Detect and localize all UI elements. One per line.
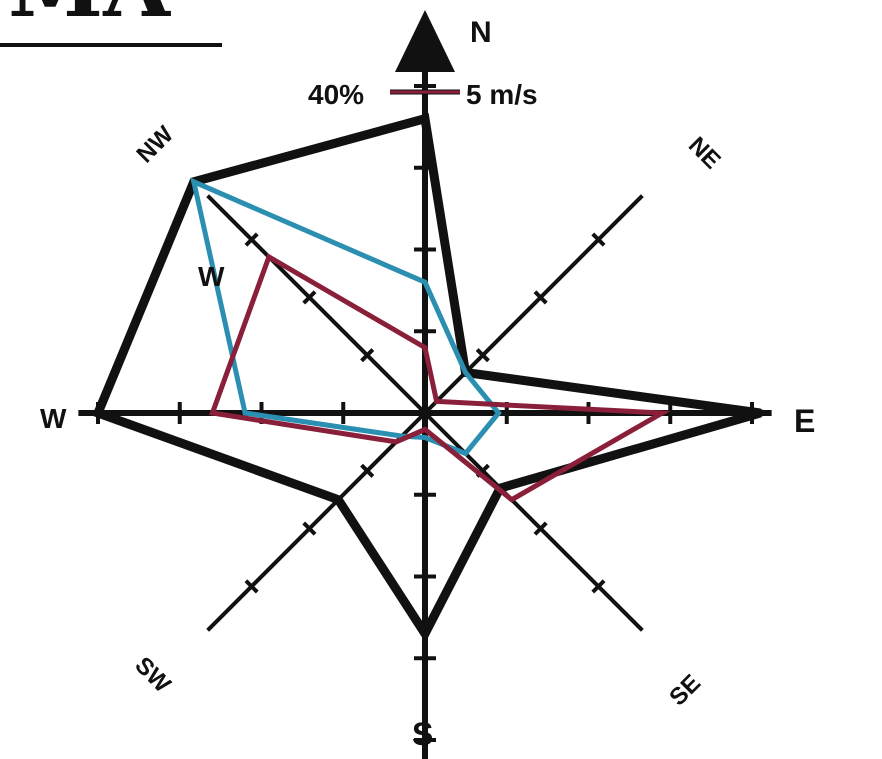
series-1-point-n [421, 114, 429, 123]
series-1-point-w [94, 409, 102, 417]
axis-tick-ne [591, 232, 606, 247]
title-fragment: MA [8, 0, 171, 37]
series-2-point-s [422, 435, 428, 440]
series-3-point-n [422, 345, 428, 351]
direction-label-sw: SW [129, 652, 176, 699]
series-3-point-w [209, 410, 215, 416]
direction-label-e: E [794, 403, 815, 439]
axis-tick-nw [360, 348, 375, 363]
series-3-point-ne [434, 398, 440, 404]
series-3-point-se [509, 497, 515, 503]
axis-tick-sw [244, 579, 259, 594]
series-3-point-s [422, 426, 428, 432]
series-3-point-sw [393, 439, 399, 445]
axis-tick-ne [475, 348, 490, 363]
series-1-point-sw [334, 495, 343, 504]
direction-label-s: S [412, 716, 433, 752]
series-layer [92, 113, 765, 643]
axis-tick-nw [244, 232, 259, 247]
series-3-point-nw [266, 254, 272, 260]
series-3-point-e [659, 410, 665, 416]
direction-label-nw: NW [131, 121, 179, 169]
inner-label-w: W [198, 261, 225, 292]
axis-tick-se [533, 521, 548, 536]
axis-tick-sw [360, 463, 375, 478]
north-arrow-icon [395, 10, 455, 72]
series-2-point-ne [463, 370, 468, 375]
axis-ne [423, 194, 644, 415]
axis-sw [206, 411, 427, 632]
direction-label-ne: NE [683, 132, 726, 175]
series-2-point-w [242, 410, 248, 416]
series-2-point-nw [191, 179, 197, 185]
direction-label-w: W [40, 403, 67, 434]
series-2-point-e [496, 410, 502, 416]
axis-tick-se [591, 579, 606, 594]
direction-label-se: SE [664, 669, 706, 711]
direction-label-n: N [470, 16, 492, 49]
scale-frequency-label: 40% [308, 79, 364, 110]
axis-tick-sw [302, 521, 317, 536]
series-1-point-e [756, 409, 765, 417]
axis-tick-nw [302, 290, 317, 305]
series-2-point-n [422, 279, 428, 285]
scale-speed-label: 5 m/s [466, 79, 538, 110]
series-1-point-s [421, 629, 429, 638]
axis-nw [206, 194, 427, 415]
series-2-point-se [463, 451, 468, 456]
axis-tick-ne [533, 290, 548, 305]
